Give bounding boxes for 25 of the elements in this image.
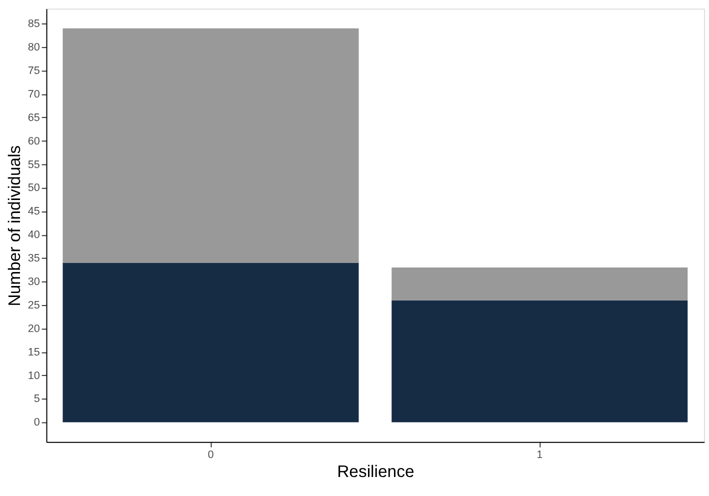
y-tick-label: 20: [28, 322, 40, 335]
y-tick-label: 75: [28, 64, 40, 77]
y-tick-label: 80: [28, 42, 40, 54]
x-axis-title: Resilience: [337, 462, 414, 481]
bar: [62, 28, 359, 263]
y-tick-label: 0: [34, 416, 40, 429]
y-tick-label: 85: [28, 18, 40, 30]
y-tick-label: 60: [28, 135, 40, 148]
y-tick-label: 5: [34, 393, 40, 406]
bar: [62, 262, 359, 422]
y-tick-label: 35: [28, 252, 40, 265]
y-tick-label: 10: [28, 370, 40, 382]
y-axis-title: Number of individuals: [4, 145, 24, 306]
y-tick-label: 25: [28, 299, 40, 312]
y-tick-label: 40: [28, 229, 40, 242]
bar: [392, 267, 688, 300]
x-tick-label: 1: [536, 449, 543, 462]
y-tick-label: 55: [28, 158, 40, 171]
y-tick-label: 30: [28, 276, 40, 288]
y-tick-label: 70: [28, 88, 40, 100]
y-tick-label: 50: [28, 182, 40, 194]
y-tick-label: 45: [28, 206, 40, 218]
y-tick-label: 15: [28, 346, 40, 358]
y-tick-label: 65: [28, 112, 40, 124]
bar: [392, 300, 688, 422]
